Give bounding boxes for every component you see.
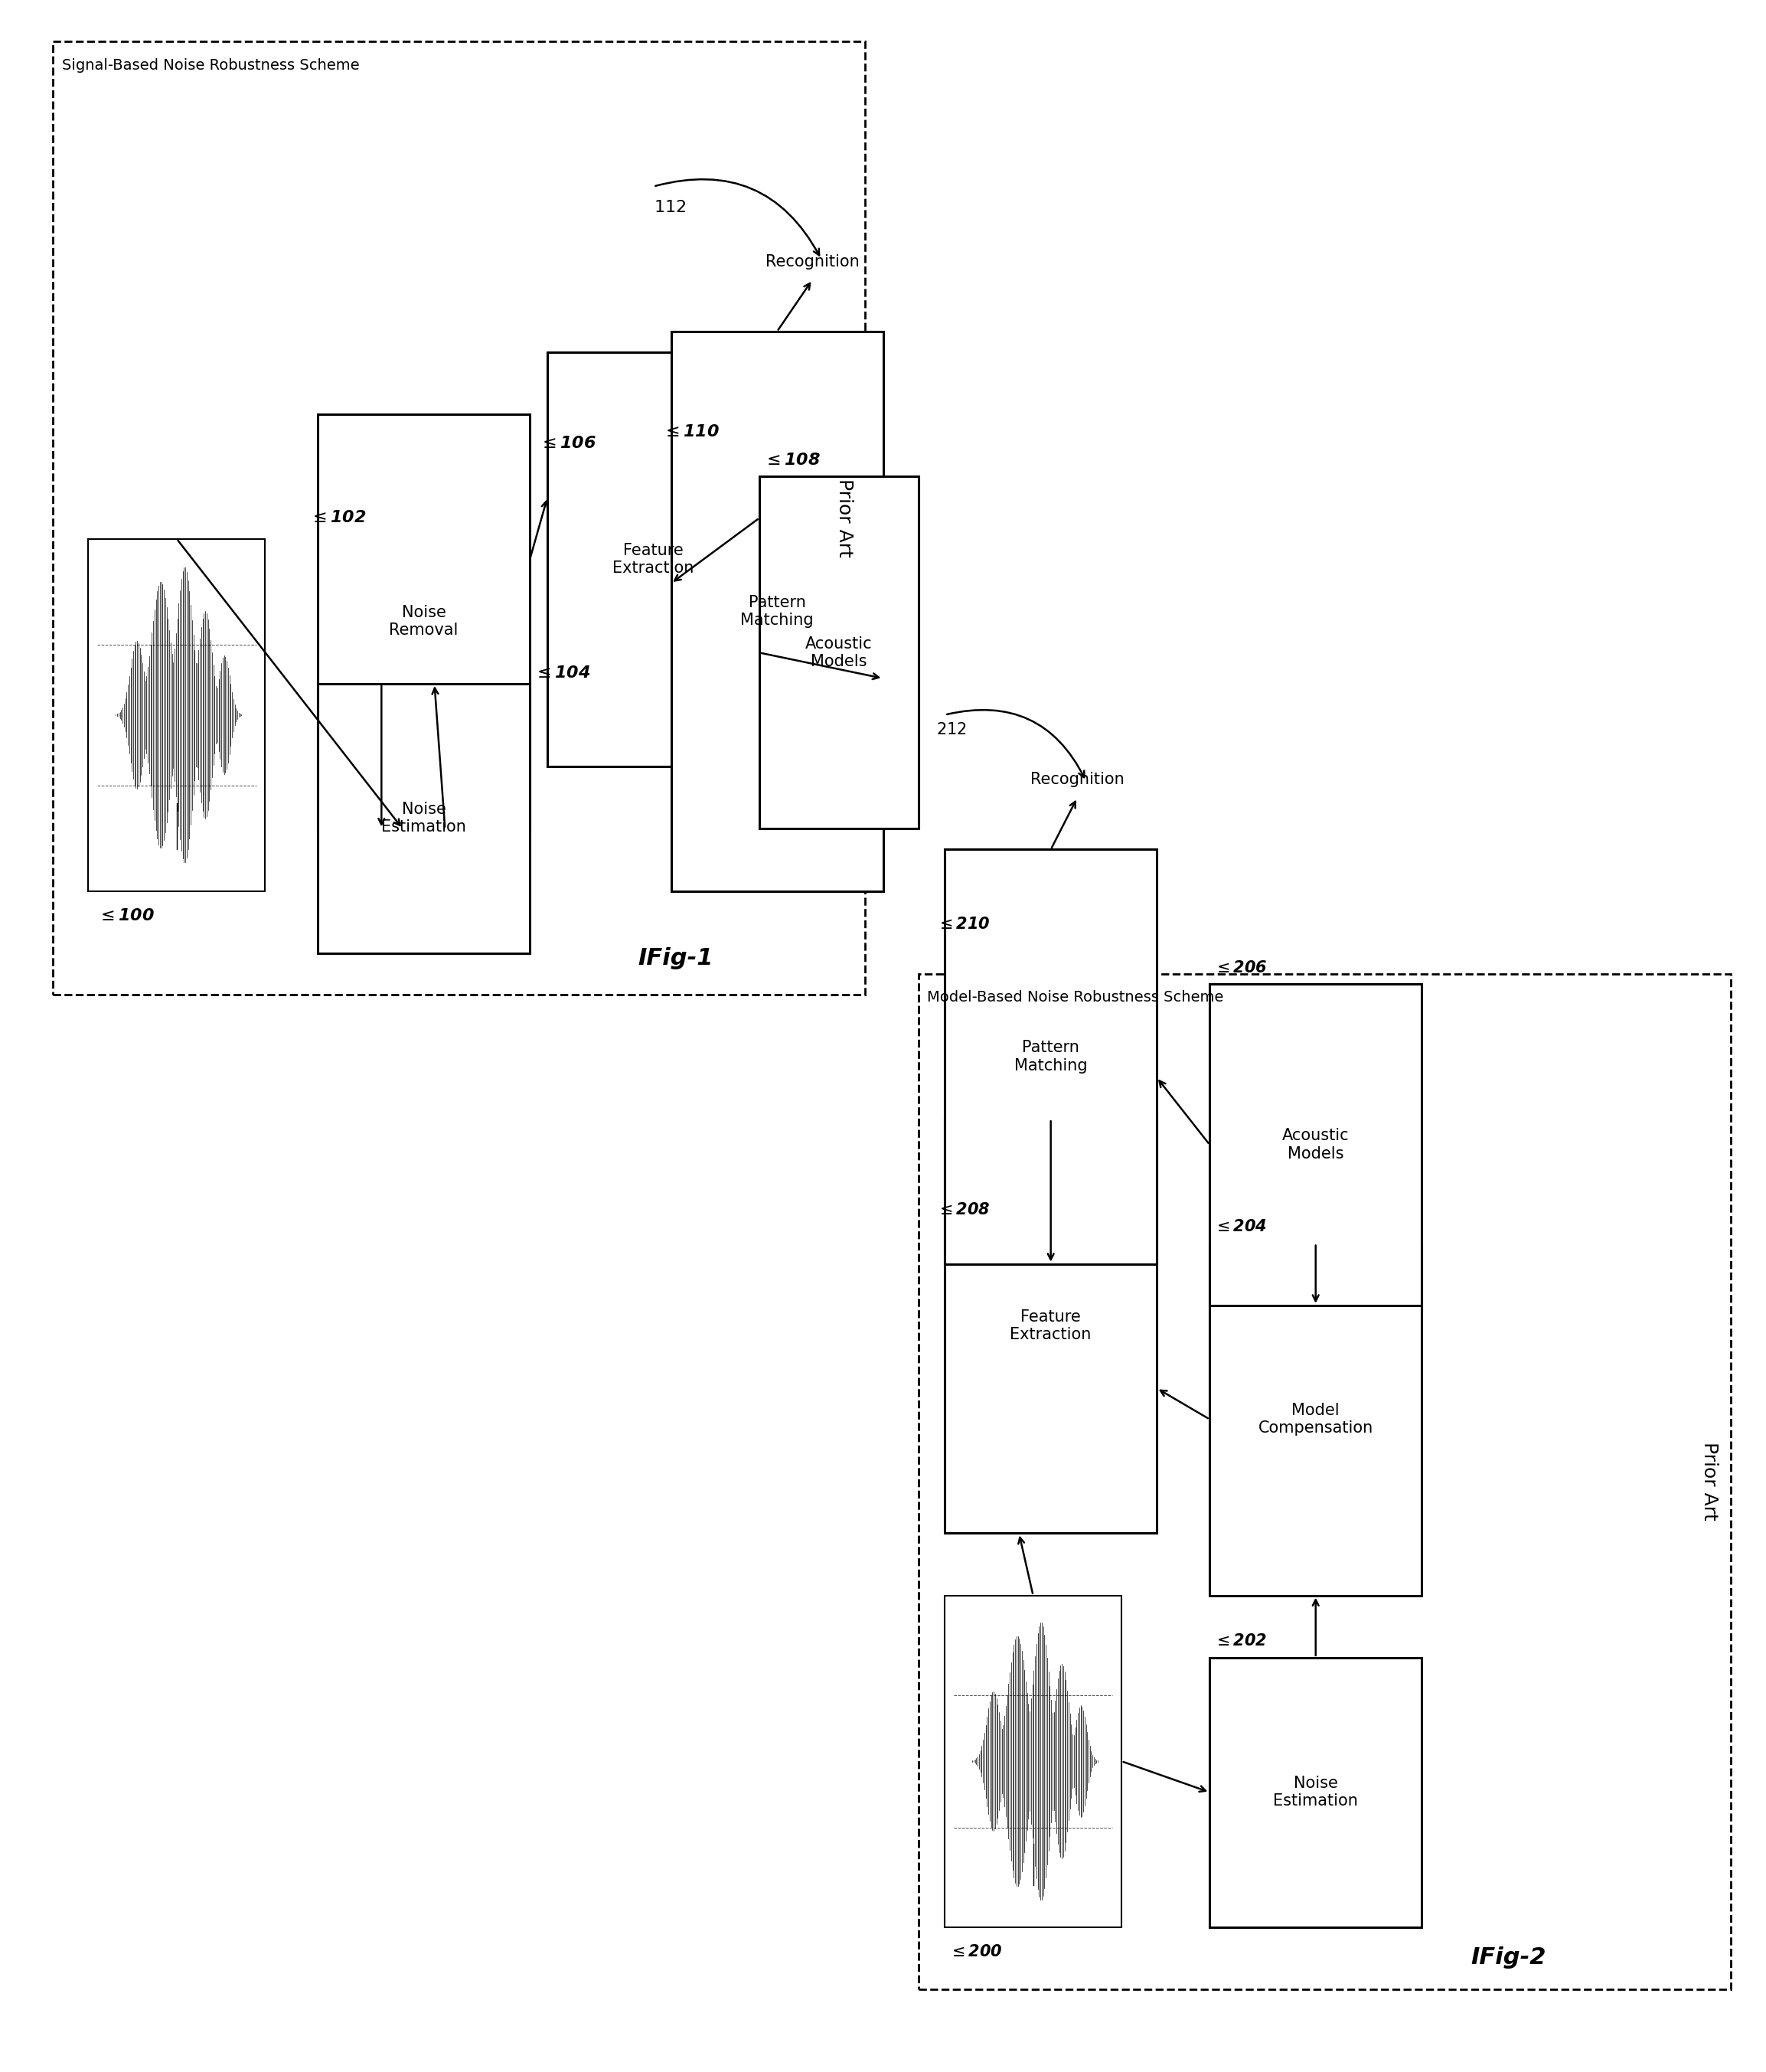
Bar xyxy=(318,684,530,953)
Text: Model
Compensation: Model Compensation xyxy=(1257,1403,1374,1436)
Text: Noise
Estimation: Noise Estimation xyxy=(1273,1776,1358,1809)
Text: $\mathsf{\leq}$206: $\mathsf{\leq}$206 xyxy=(1213,959,1268,976)
Text: Recognition: Recognition xyxy=(765,255,860,269)
Bar xyxy=(671,332,883,891)
Text: Feature
Extraction: Feature Extraction xyxy=(613,543,694,576)
Text: $\mathsf{\leq}$208: $\mathsf{\leq}$208 xyxy=(936,1202,991,1218)
Text: $\mathsf{212}$: $\mathsf{212}$ xyxy=(936,721,966,738)
Text: Feature
Extraction: Feature Extraction xyxy=(1010,1310,1091,1343)
Text: IFig-1: IFig-1 xyxy=(638,947,713,970)
Text: Prior Art: Prior Art xyxy=(835,479,853,557)
Bar xyxy=(1210,1658,1422,1927)
Text: $\mathsf{\leq}$210: $\mathsf{\leq}$210 xyxy=(936,916,991,932)
Text: Noise
Estimation: Noise Estimation xyxy=(381,802,466,835)
Text: Prior Art: Prior Art xyxy=(1701,1442,1718,1521)
Bar xyxy=(53,41,865,995)
Text: Noise
Removal: Noise Removal xyxy=(389,605,459,638)
Text: $\mathsf{\leq}$104: $\mathsf{\leq}$104 xyxy=(533,665,590,682)
Text: Pattern
Matching: Pattern Matching xyxy=(740,595,814,628)
FancyArrowPatch shape xyxy=(947,711,1084,777)
Text: Model-Based Noise Robustness Scheme: Model-Based Noise Robustness Scheme xyxy=(927,990,1224,1005)
Bar xyxy=(945,1119,1157,1533)
Bar xyxy=(945,850,1157,1264)
Text: $\mathsf{\leq}$106: $\mathsf{\leq}$106 xyxy=(539,435,595,452)
Text: $\mathsf{\leq}$202: $\mathsf{\leq}$202 xyxy=(1213,1633,1266,1649)
FancyArrowPatch shape xyxy=(655,180,819,255)
Text: $\mathsf{112}$: $\mathsf{112}$ xyxy=(653,199,685,215)
Bar xyxy=(1210,984,1422,1305)
Text: $\mathsf{\leq}$110: $\mathsf{\leq}$110 xyxy=(662,425,719,439)
Text: Acoustic
Models: Acoustic Models xyxy=(805,636,872,669)
Text: $\mathsf{\leq}$200: $\mathsf{\leq}$200 xyxy=(948,1944,1003,1960)
Bar xyxy=(318,414,530,829)
Text: $\mathsf{\leq}$108: $\mathsf{\leq}$108 xyxy=(763,452,819,468)
Text: IFig-2: IFig-2 xyxy=(1471,1946,1545,1968)
Text: $\mathsf{\leq}$204: $\mathsf{\leq}$204 xyxy=(1213,1218,1266,1235)
Bar xyxy=(759,477,918,829)
Text: Signal-Based Noise Robustness Scheme: Signal-Based Noise Robustness Scheme xyxy=(62,58,358,73)
Bar xyxy=(547,352,759,767)
Bar xyxy=(1210,1243,1422,1595)
Text: Recognition: Recognition xyxy=(1030,773,1125,787)
Bar xyxy=(945,1595,1121,1927)
Text: $\mathsf{\leq}$102: $\mathsf{\leq}$102 xyxy=(309,510,366,526)
Bar xyxy=(88,539,265,891)
Text: $\mathsf{\leq}$100: $\mathsf{\leq}$100 xyxy=(97,908,154,924)
Text: Acoustic
Models: Acoustic Models xyxy=(1282,1129,1349,1160)
Text: Pattern
Matching: Pattern Matching xyxy=(1014,1040,1088,1073)
Bar xyxy=(918,974,1731,1989)
